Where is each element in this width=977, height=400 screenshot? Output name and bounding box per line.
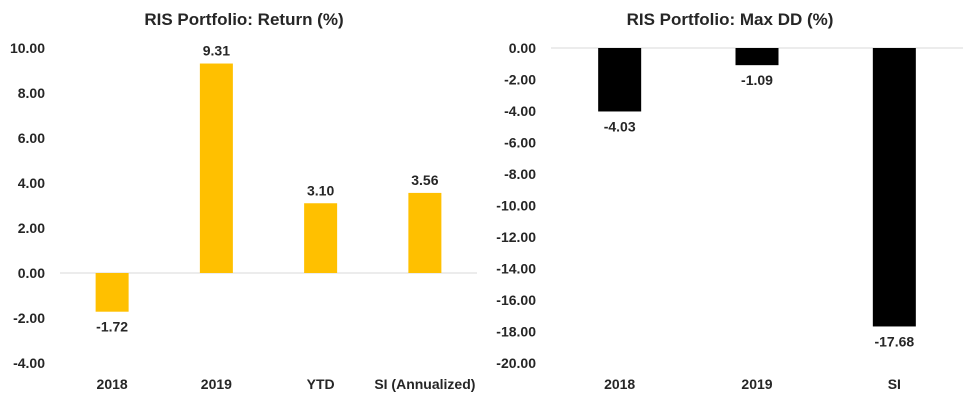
x-tick-label: 2018: [97, 376, 128, 392]
bars: [598, 48, 916, 327]
chart-title: RIS Portfolio: Return (%): [144, 10, 343, 29]
bar-2019: [735, 48, 779, 66]
data-label: -1.09: [741, 72, 773, 88]
y-tick-label: 8.00: [18, 85, 45, 101]
y-tick-label: 2.00: [18, 220, 45, 236]
y-tick-label: -8.00: [504, 166, 536, 182]
chart-title: RIS Portfolio: Max DD (%): [627, 10, 834, 29]
data-label: -4.03: [604, 118, 636, 134]
x-tick-label: 2019: [201, 376, 232, 392]
y-tick-label: -2.00: [504, 72, 536, 88]
bar-2018: [598, 48, 642, 112]
y-tick-label: -20.00: [496, 355, 536, 371]
y-tick-label: 4.00: [18, 175, 45, 191]
bar-ytd: [304, 203, 338, 273]
bar-si-annualized: [408, 192, 442, 273]
y-tick-label: -12.00: [496, 229, 536, 245]
x-tick-label: YTD: [307, 376, 335, 392]
data-label: 9.31: [203, 43, 230, 59]
x-axis: 2018 2019 SI: [604, 376, 901, 392]
y-tick-label: -6.00: [504, 135, 536, 151]
bars: [95, 63, 442, 312]
return-chart: RIS Portfolio: Return (%) 10.00 8.00 6.00 4…: [10, 10, 477, 392]
max-dd-chart: RIS Portfolio: Max DD (%) 0.00 -2.00 -4.00…: [496, 10, 963, 392]
y-tick-label: -10.00: [496, 198, 536, 214]
y-tick-label: -4.00: [13, 355, 45, 371]
x-tick-label: SI: [888, 376, 901, 392]
y-tick-label: -16.00: [496, 292, 536, 308]
data-label: 3.56: [411, 172, 438, 188]
y-axis: 10.00 8.00 6.00 4.00 2.00 0.00 -2.00 -4.00: [10, 40, 45, 371]
y-axis: 0.00 -2.00 -4.00 -6.00 -8.00 -10.00 -12.00 -14.…: [496, 40, 536, 371]
data-label: -1.72: [96, 319, 128, 335]
y-tick-label: -14.00: [496, 261, 536, 277]
y-tick-label: 10.00: [10, 40, 45, 56]
data-label: -17.68: [874, 333, 914, 349]
bar-2019: [199, 63, 233, 274]
data-label: 3.10: [307, 182, 334, 198]
x-tick-label: SI (Annualized): [374, 376, 475, 392]
x-tick-label: 2018: [604, 376, 635, 392]
y-tick-label: 6.00: [18, 130, 45, 146]
y-tick-label: 0.00: [18, 265, 45, 281]
bar-2018: [95, 273, 129, 312]
data-labels: -4.03 -1.09 -17.68: [604, 72, 915, 349]
data-labels: -1.72 9.31 3.10 3.56: [96, 43, 439, 335]
x-tick-label: 2019: [741, 376, 772, 392]
y-tick-label: -18.00: [496, 324, 536, 340]
x-axis: 2018 2019 YTD SI (Annualized): [97, 376, 476, 392]
y-tick-label: -2.00: [13, 310, 45, 326]
y-tick-label: -4.00: [504, 103, 536, 119]
y-tick-label: 0.00: [509, 40, 536, 56]
bar-si: [872, 48, 916, 327]
